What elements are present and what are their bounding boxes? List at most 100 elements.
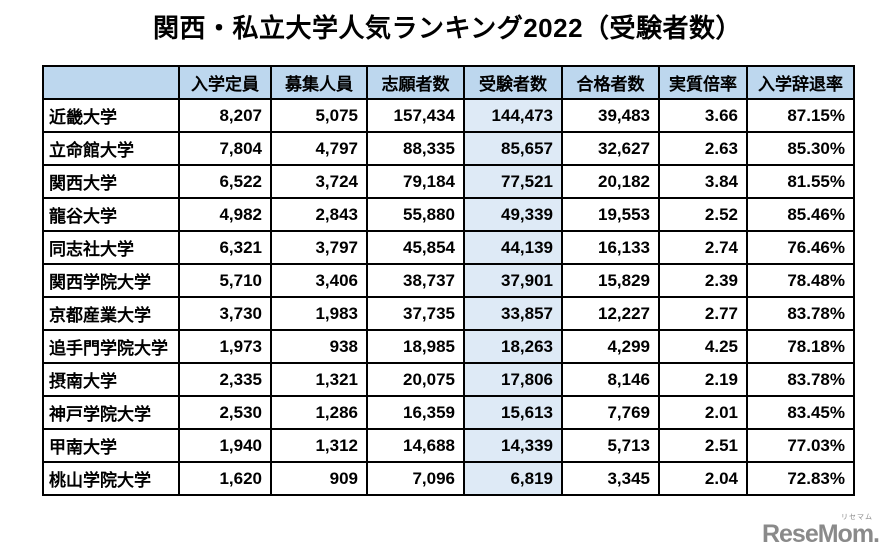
decline-rate-cell: 77.03% [746, 428, 855, 463]
actual-ratio-cell: 3.66 [658, 98, 748, 133]
decline-rate-cell: 83.78% [746, 296, 855, 331]
actual-ratio-cell: 2.63 [658, 131, 748, 166]
university-name-cell: 立命館大学 [42, 131, 180, 166]
accepted-cell: 12,227 [561, 296, 660, 331]
table-row: 摂南大学 2,335 1,321 20,075 17,806 8,146 2.1… [42, 362, 855, 397]
table-body: 近畿大学 8,207 5,075 157,434 144,473 39,483 … [42, 98, 855, 496]
actual-ratio-cell: 2.04 [658, 461, 748, 496]
actual-ratio-cell: 2.52 [658, 197, 748, 232]
examinees-cell: 18,263 [463, 329, 563, 364]
actual-ratio-cell: 2.39 [658, 263, 748, 298]
decline-rate-cell: 85.30% [746, 131, 855, 166]
enrollment-capacity-cell: 5,710 [178, 263, 272, 298]
table-row: 関西学院大学 5,710 3,406 38,737 37,901 15,829 … [42, 263, 855, 298]
accepted-cell: 39,483 [561, 98, 660, 133]
accepted-cell: 19,553 [561, 197, 660, 232]
accepted-cell: 7,769 [561, 395, 660, 430]
applicants-cell: 18,985 [366, 329, 465, 364]
recruitment-number-cell: 3,797 [270, 230, 368, 265]
recruitment-number-cell: 1,983 [270, 296, 368, 331]
examinees-cell: 144,473 [463, 98, 563, 133]
table-row: 追手門学院大学 1,973 938 18,985 18,263 4,299 4.… [42, 329, 855, 364]
actual-ratio-cell: 2.19 [658, 362, 748, 397]
university-name-cell: 摂南大学 [42, 362, 180, 397]
recruitment-number-cell: 5,075 [270, 98, 368, 133]
resemom-logo-text: ReseMom. [761, 520, 880, 548]
decline-rate-cell: 78.18% [746, 329, 855, 364]
applicants-cell: 79,184 [366, 164, 465, 199]
decline-rate-cell: 78.48% [746, 263, 855, 298]
recruitment-number-cell: 1,321 [270, 362, 368, 397]
recruitment-number-cell: 938 [270, 329, 368, 364]
actual-ratio-cell: 2.01 [658, 395, 748, 430]
recruitment-number-cell: 2,843 [270, 197, 368, 232]
accepted-cell: 15,829 [561, 263, 660, 298]
examinees-cell: 85,657 [463, 131, 563, 166]
recruitment-number-cell: 1,286 [270, 395, 368, 430]
decline-rate-cell: 83.45% [746, 395, 855, 430]
header-cell-examinees: 受験者数 [463, 65, 563, 100]
page-title: 関西・私立大学人気ランキング2022（受験者数） [152, 13, 743, 43]
table-row: 同志社大学 6,321 3,797 45,854 44,139 16,133 2… [42, 230, 855, 265]
examinees-cell: 6,819 [463, 461, 563, 496]
enrollment-capacity-cell: 1,940 [178, 428, 272, 463]
accepted-cell: 16,133 [561, 230, 660, 265]
table-row: 京都産業大学 3,730 1,983 37,735 33,857 12,227 … [42, 296, 855, 331]
enrollment-capacity-cell: 2,530 [178, 395, 272, 430]
applicants-cell: 88,335 [366, 131, 465, 166]
examinees-cell: 77,521 [463, 164, 563, 199]
resemom-logo: リセマム ReseMom. [761, 514, 880, 548]
actual-ratio-cell: 4.25 [658, 329, 748, 364]
table-row: 立命館大学 7,804 4,797 88,335 85,657 32,627 2… [42, 131, 855, 166]
accepted-cell: 5,713 [561, 428, 660, 463]
table-row: 近畿大学 8,207 5,075 157,434 144,473 39,483 … [42, 98, 855, 133]
applicants-cell: 37,735 [366, 296, 465, 331]
decline-rate-cell: 83.78% [746, 362, 855, 397]
applicants-cell: 157,434 [366, 98, 465, 133]
header-cell-enrollment-capacity: 入学定員 [178, 65, 272, 100]
decline-rate-cell: 87.15% [746, 98, 855, 133]
actual-ratio-cell: 2.74 [658, 230, 748, 265]
university-name-cell: 関西学院大学 [42, 263, 180, 298]
examinees-cell: 14,339 [463, 428, 563, 463]
actual-ratio-cell: 2.77 [658, 296, 748, 331]
enrollment-capacity-cell: 3,730 [178, 296, 272, 331]
applicants-cell: 16,359 [366, 395, 465, 430]
university-name-cell: 関西大学 [42, 164, 180, 199]
decline-rate-cell: 72.83% [746, 461, 855, 496]
enrollment-capacity-cell: 1,620 [178, 461, 272, 496]
university-name-cell: 同志社大学 [42, 230, 180, 265]
university-name-cell: 近畿大学 [42, 98, 180, 133]
examinees-cell: 49,339 [463, 197, 563, 232]
resemom-logo-ruby: リセマム [841, 514, 873, 521]
decline-rate-cell: 76.46% [746, 230, 855, 265]
recruitment-number-cell: 4,797 [270, 131, 368, 166]
enrollment-capacity-cell: 6,321 [178, 230, 272, 265]
university-name-cell: 甲南大学 [42, 428, 180, 463]
examinees-cell: 15,613 [463, 395, 563, 430]
applicants-cell: 45,854 [366, 230, 465, 265]
ranking-table: 入学定員 募集人員 志願者数 受験者数 合格者数 実質倍率 入学辞退率 近畿大学… [42, 65, 855, 496]
enrollment-capacity-cell: 2,335 [178, 362, 272, 397]
examinees-cell: 44,139 [463, 230, 563, 265]
actual-ratio-cell: 2.51 [658, 428, 748, 463]
applicants-cell: 20,075 [366, 362, 465, 397]
applicants-cell: 7,096 [366, 461, 465, 496]
enrollment-capacity-cell: 4,982 [178, 197, 272, 232]
decline-rate-cell: 85.46% [746, 197, 855, 232]
recruitment-number-cell: 909 [270, 461, 368, 496]
enrollment-capacity-cell: 1,973 [178, 329, 272, 364]
accepted-cell: 8,146 [561, 362, 660, 397]
applicants-cell: 55,880 [366, 197, 465, 232]
header-cell-recruitment-number: 募集人員 [270, 65, 368, 100]
table-row: 関西大学 6,522 3,724 79,184 77,521 20,182 3.… [42, 164, 855, 199]
university-name-cell: 追手門学院大学 [42, 329, 180, 364]
recruitment-number-cell: 1,312 [270, 428, 368, 463]
recruitment-number-cell: 3,406 [270, 263, 368, 298]
actual-ratio-cell: 3.84 [658, 164, 748, 199]
applicants-cell: 14,688 [366, 428, 465, 463]
header-cell-applicants: 志願者数 [366, 65, 465, 100]
table-row: 龍谷大学 4,982 2,843 55,880 49,339 19,553 2.… [42, 197, 855, 232]
header-cell-university [42, 65, 180, 100]
